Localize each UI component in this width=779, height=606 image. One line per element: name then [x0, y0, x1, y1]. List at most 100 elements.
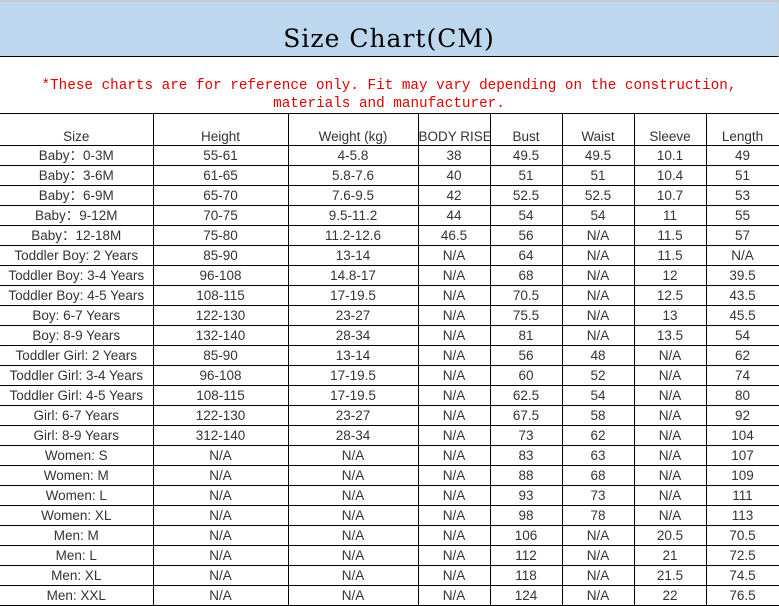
header-row: Size Height Weight (kg) BODY RISE Bust Waist S… [0, 113, 779, 146]
size-cell: Girl: 6-7 Years [0, 405, 154, 426]
value-cell: 92 [705, 405, 779, 426]
value-cell: 85-90 [152, 245, 289, 266]
value-cell: N/A [417, 405, 491, 426]
value-cell: N/A [152, 545, 289, 566]
size-cell: Baby：6-9M [0, 185, 154, 206]
value-cell: N/A [633, 505, 707, 526]
value-cell: 21 [633, 545, 707, 566]
value-cell: 42 [417, 185, 491, 206]
value-cell: 312-140 [152, 425, 289, 446]
table-row: Men: XL N/A N/A N/A 118 N/A 21.5 74.5 [0, 565, 779, 586]
value-cell: N/A [417, 585, 491, 606]
value-cell: N/A [561, 285, 635, 306]
value-cell: 81 [489, 325, 563, 346]
value-cell: 17-19.5 [287, 285, 419, 306]
value-cell: 56 [489, 225, 563, 246]
size-cell: Boy: 8-9 Years [0, 325, 154, 346]
size-cell: Baby：12-18M [0, 225, 154, 246]
size-cell: Boy: 6-7 Years [0, 305, 154, 326]
value-cell: N/A [152, 485, 289, 506]
value-cell: N/A [633, 485, 707, 506]
table-row: Toddler Boy: 4-5 Years 108-115 17-19.5 N/A 7… [0, 285, 779, 306]
value-cell: 64 [489, 245, 563, 266]
value-cell: 11.5 [633, 245, 707, 266]
value-cell: 60 [489, 365, 563, 386]
value-cell: 72.5 [705, 545, 779, 566]
value-cell: 43.5 [705, 285, 779, 306]
value-cell: 51 [561, 165, 635, 186]
column-header: Length [705, 113, 779, 146]
table-row: Women: M N/A N/A N/A 88 68 N/A 109 [0, 465, 779, 486]
value-cell: N/A [633, 425, 707, 446]
value-cell: 124 [489, 585, 563, 606]
value-cell: N/A [417, 265, 491, 286]
value-cell: N/A [417, 425, 491, 446]
value-cell: N/A [152, 585, 289, 606]
table-row: Toddler Girl: 4-5 Years 108-115 17-19.5 N/A… [0, 385, 779, 406]
value-cell: 17-19.5 [287, 385, 419, 406]
table-row: Baby：6-9M 65-70 7.6-9.5 42 52.5 52.5 10.7 53 [0, 185, 779, 206]
table-row: Girl: 6-7 Years 122-130 23-27 N/A 67.5 58 N/A 9… [0, 405, 779, 426]
value-cell: N/A [417, 285, 491, 306]
size-chart-table: Size Height Weight (kg) BODY RISE Bust Waist S… [0, 113, 779, 606]
value-cell: 21.5 [633, 565, 707, 586]
value-cell: 85-90 [152, 345, 289, 366]
value-cell: N/A [417, 345, 491, 366]
value-cell: N/A [561, 325, 635, 346]
value-cell: 111 [705, 485, 779, 506]
value-cell: N/A [417, 485, 491, 506]
value-cell: 49.5 [561, 145, 635, 166]
value-cell: 76.5 [705, 585, 779, 606]
value-cell: N/A [561, 525, 635, 546]
title-band: Size Chart(CM) [0, 2, 779, 57]
table-row: Women: S N/A N/A N/A 83 63 N/A 107 [0, 445, 779, 466]
value-cell: N/A [417, 445, 491, 466]
value-cell: 109 [705, 465, 779, 486]
table-row: Boy: 8-9 Years 132-140 28-34 N/A 81 N/A 13.5 54 [0, 325, 779, 346]
value-cell: N/A [561, 305, 635, 326]
notice-row: *These charts are for reference only. Fi… [0, 57, 778, 114]
value-cell: 51 [489, 165, 563, 186]
value-cell: 93 [489, 485, 563, 506]
value-cell: 12.5 [633, 285, 707, 306]
value-cell: 10.1 [633, 145, 707, 166]
value-cell: N/A [287, 505, 419, 526]
value-cell: 13-14 [287, 345, 419, 366]
value-cell: 48 [561, 345, 635, 366]
table-row: Women: L N/A N/A N/A 93 73 N/A 111 [0, 485, 779, 506]
value-cell: N/A [152, 565, 289, 586]
value-cell: 38 [417, 145, 491, 166]
value-cell: N/A [287, 485, 419, 506]
value-cell: 98 [489, 505, 563, 526]
value-cell: 10.7 [633, 185, 707, 206]
value-cell: 68 [561, 465, 635, 486]
value-cell: 80 [705, 385, 779, 406]
value-cell: 54 [561, 205, 635, 226]
value-cell: 65-70 [152, 185, 289, 206]
value-cell: 11 [633, 205, 707, 226]
size-cell: Girl: 8-9 Years [0, 425, 154, 446]
value-cell: 62 [561, 425, 635, 446]
value-cell: 83 [489, 445, 563, 466]
value-cell: 20.5 [633, 525, 707, 546]
size-cell: Women: XL [0, 505, 154, 526]
table-row: Men: L N/A N/A N/A 112 N/A 21 72.5 [0, 545, 779, 566]
size-cell: Men: M [0, 525, 154, 546]
value-cell: 14.8-17 [287, 265, 419, 286]
value-cell: N/A [417, 365, 491, 386]
value-cell: 108-115 [152, 385, 289, 406]
value-cell: 17-19.5 [287, 365, 419, 386]
value-cell: 56 [489, 345, 563, 366]
value-cell: 62.5 [489, 385, 563, 406]
value-cell: 73 [489, 425, 563, 446]
value-cell: 13.5 [633, 325, 707, 346]
value-cell: 75.5 [489, 305, 563, 326]
value-cell: N/A [152, 525, 289, 546]
value-cell: 49.5 [489, 145, 563, 166]
value-cell: 28-34 [287, 425, 419, 446]
value-cell: N/A [561, 265, 635, 286]
value-cell: N/A [633, 365, 707, 386]
column-header: Height [152, 113, 289, 146]
value-cell: 10.4 [633, 165, 707, 186]
value-cell: 51 [705, 165, 779, 186]
